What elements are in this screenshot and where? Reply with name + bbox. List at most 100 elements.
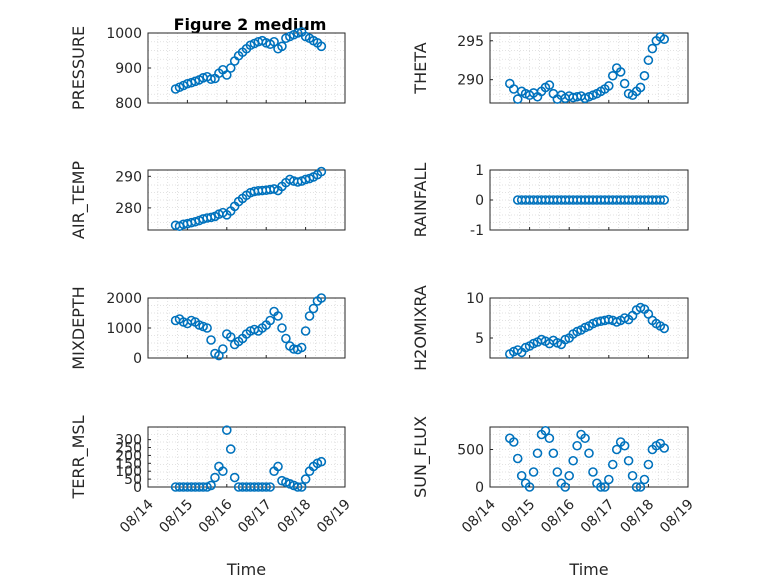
theta-data-point <box>615 67 626 77</box>
sun_flux-data-point <box>635 482 646 492</box>
h2omixra-ytick-label: 5 <box>475 331 484 347</box>
subplot-air_temp: 280 290 AIR_TEMP <box>69 161 346 239</box>
air_temp-data-point <box>316 166 327 177</box>
theta-data-point <box>647 43 658 54</box>
theta-data-point <box>659 34 670 45</box>
sun_flux-data-point <box>572 440 582 451</box>
sun_flux-data-point <box>544 433 555 444</box>
sun_flux-xlabel: Time <box>568 560 608 579</box>
theta-ytick-label: 295 <box>457 34 484 50</box>
pressure-ytick-label: 800 <box>115 96 142 112</box>
mixdepth-ytick-label: 2000 <box>106 291 142 307</box>
terr_msl-xtick-label: 08/18 <box>275 497 315 537</box>
theta-data-point <box>544 80 555 90</box>
terr_msl-xtick-label: 08/19 <box>314 497 354 537</box>
terr_msl-data-point <box>206 480 216 491</box>
sun_flux-ytick-label: 0 <box>475 480 484 496</box>
theta-data-point <box>639 70 650 81</box>
terr_msl-xtick-label: 08/14 <box>117 496 157 536</box>
mixdepth-ylabel: MIXDEPTH <box>69 286 88 369</box>
pressure-data-point <box>269 36 279 47</box>
sun_flux-xtick-label: 08/17 <box>578 497 618 537</box>
terr_msl-data-point <box>300 474 311 484</box>
theta-data-point <box>619 78 630 89</box>
terr_msl-data-point <box>261 482 272 492</box>
pressure-data-point <box>225 63 236 73</box>
sun_flux-data-point <box>603 474 614 485</box>
air_temp-ytick-label: 280 <box>115 201 142 217</box>
terr_msl-ytick-label: 0 <box>133 480 142 496</box>
sun_flux-data-point <box>516 470 527 481</box>
mixdepth-data-point <box>206 335 216 345</box>
mixdepth-data-point <box>281 333 291 344</box>
sun_flux-xtick-label: 08/14 <box>459 496 499 536</box>
sun_flux-data-point <box>540 425 551 436</box>
terr_msl-xtick-label: 08/16 <box>196 496 236 536</box>
sun_flux-ytick-label: 500 <box>457 443 484 459</box>
theta-series <box>504 32 670 104</box>
mixdepth-data-point <box>265 315 275 326</box>
sun_flux-data-point <box>564 470 575 481</box>
terr_msl-data-point <box>273 461 283 472</box>
theta-data-point <box>603 81 614 91</box>
sun_flux-data-point <box>623 455 634 466</box>
sun_flux-data-point <box>600 482 610 492</box>
rainfall-ytick-label: -1 <box>470 223 484 239</box>
sun_flux-data-point <box>659 443 670 453</box>
terr_msl-xtick-label: 08/17 <box>235 497 275 537</box>
sun_flux-xtick-label: 08/19 <box>657 497 697 537</box>
rainfall-data-point <box>655 195 666 205</box>
sun_flux-xtick-label: 08/16 <box>538 496 578 536</box>
pressure-data-point <box>206 74 216 84</box>
terr_msl-ytick-label: 300 <box>115 433 142 449</box>
terr_msl-ylabel: TERR_MSL <box>69 415 89 499</box>
mixdepth-data-point <box>202 323 212 333</box>
sun_flux-axes-box <box>489 426 689 488</box>
sun_flux-data-point <box>619 440 630 451</box>
terr_msl-data-point <box>222 425 232 435</box>
h2omixra-ylabel: H2OMIXRA <box>411 285 430 371</box>
rainfall-ylabel: RAINFALL <box>411 163 430 238</box>
h2omixra-data-point <box>659 323 670 334</box>
sun_flux-data-point <box>508 437 519 447</box>
subplot-sun_flux: 0 500 08/14 08/15 08/16 08/17 08/18 08/19 Time SU… <box>411 416 697 579</box>
mixdepth-data-point <box>277 323 287 333</box>
sun_flux-xtick-label: 08/18 <box>617 497 657 537</box>
mixdepth-ytick-label: 0 <box>133 351 142 367</box>
sun_flux-data-point <box>627 470 638 481</box>
terr_msl-data-point <box>225 444 236 454</box>
theta-ytick-label: 290 <box>457 73 484 89</box>
h2omixra-axes-box <box>489 297 689 359</box>
sun_flux-data-point <box>643 459 654 470</box>
terr_msl-grid <box>148 427 345 487</box>
sun_flux-xtick-label: 08/15 <box>499 497 539 537</box>
h2omixra-series <box>504 302 670 359</box>
sun_flux-data-point <box>548 448 559 459</box>
terr_msl-data-point <box>218 466 228 477</box>
mixdepth-series <box>170 293 327 361</box>
sun_flux-data-point <box>588 467 598 477</box>
sun_flux-data-point <box>560 482 571 492</box>
pressure-ytick-label: 1000 <box>106 26 142 42</box>
air_temp-series <box>170 166 327 232</box>
rainfall-ytick-label: 0 <box>475 193 484 209</box>
terr_msl-ytick-label: 150 <box>115 456 142 472</box>
sun_flux-data-point <box>584 448 594 459</box>
mixdepth-data-point <box>304 311 315 321</box>
pressure-data-point <box>292 28 303 38</box>
terr_msl-data-point <box>292 482 303 492</box>
subplot-theta: 290 295 THETA <box>411 32 689 104</box>
mixdepth-data-point <box>300 326 311 336</box>
figure-title: Figure 2 medium <box>174 15 327 34</box>
rainfall-series <box>512 195 670 205</box>
terr_msl-ytick-label: 250 <box>115 441 142 457</box>
rainfall-ytick-label: 1 <box>475 163 484 179</box>
air_temp-ylabel: AIR_TEMP <box>69 161 89 239</box>
theta-data-point <box>643 55 654 66</box>
mixdepth-data-point <box>273 311 283 321</box>
terr_msl-data-point <box>296 482 307 492</box>
terr_msl-ytick-label: 50 <box>124 472 142 488</box>
